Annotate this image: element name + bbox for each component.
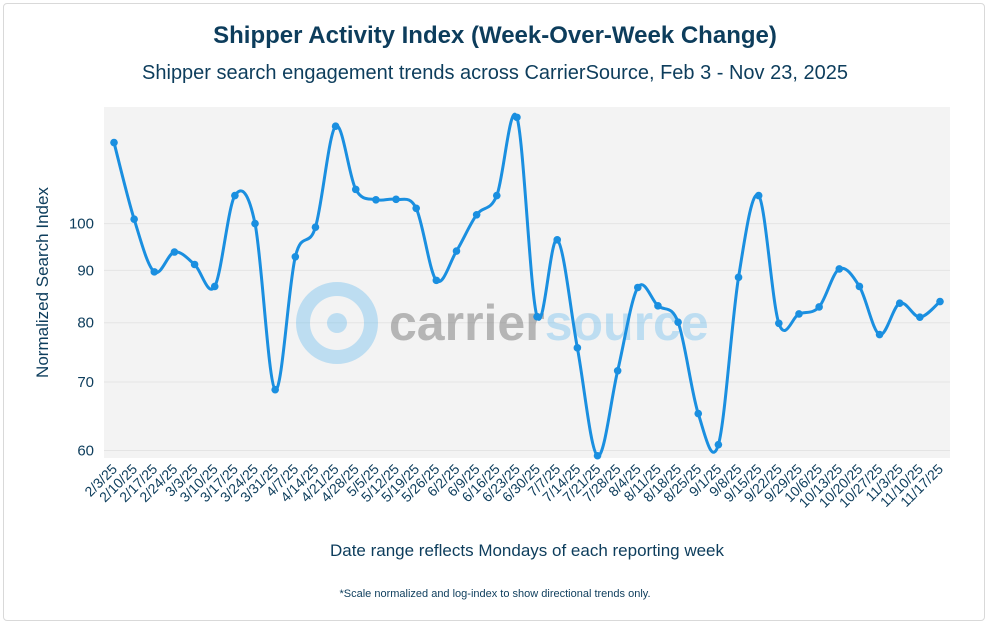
data-point — [291, 252, 300, 261]
data-point — [210, 282, 219, 291]
y-axis-label: Normalized Search Index — [33, 187, 52, 378]
data-point — [593, 451, 602, 460]
data-point — [392, 195, 400, 204]
y-tick-label: 80 — [77, 315, 94, 332]
data-point — [815, 303, 823, 311]
data-point — [775, 319, 783, 328]
data-point — [130, 215, 138, 223]
x-axis-label: Date range reflects Mondays of each repo… — [330, 541, 725, 560]
data-point — [875, 330, 884, 339]
data-point — [734, 273, 743, 282]
data-point — [271, 385, 279, 394]
y-axis-ticks: 60 70 80 90 100 — [69, 216, 94, 460]
y-tick-label: 70 — [77, 374, 94, 391]
data-point — [654, 302, 662, 310]
data-point — [936, 297, 944, 306]
data-point — [372, 195, 380, 204]
data-point — [150, 268, 159, 276]
plot-area — [104, 107, 950, 458]
data-point — [916, 313, 924, 321]
y-tick-label: 90 — [77, 262, 94, 279]
data-point — [895, 299, 904, 307]
data-point — [432, 276, 441, 285]
data-point — [694, 409, 703, 418]
y-tick-label: 100 — [69, 216, 94, 233]
chart-subtitle: Shipper search engagement trends across … — [142, 62, 848, 84]
data-point — [553, 236, 562, 244]
data-point — [513, 113, 521, 122]
watermark-logo-dot — [327, 313, 347, 333]
data-point — [251, 219, 259, 228]
data-point — [795, 310, 803, 318]
data-point — [351, 185, 360, 194]
data-point — [110, 138, 118, 147]
data-point — [835, 265, 844, 273]
data-point — [754, 191, 763, 200]
data-points — [110, 113, 944, 460]
watermark-logo-icon — [296, 282, 378, 364]
watermark-text-carrier: carrier — [389, 295, 545, 351]
data-point — [472, 210, 481, 219]
data-point — [331, 122, 340, 131]
data-point — [190, 260, 199, 269]
data-point — [412, 204, 420, 213]
chart-title: Shipper Activity Index (Week-Over-Week C… — [213, 22, 777, 49]
data-point — [613, 366, 622, 375]
data-point — [492, 191, 501, 200]
data-point — [674, 318, 682, 326]
data-point — [533, 312, 541, 321]
x-axis-ticks: 2/3/252/10/252/17/252/24/253/3/253/10/25… — [81, 461, 946, 511]
footnote: *Scale normalized and log-index to show … — [339, 588, 651, 600]
y-tick-label: 60 — [77, 443, 94, 460]
data-point — [170, 248, 179, 256]
data-point — [311, 223, 320, 231]
data-point — [714, 440, 723, 449]
data-point — [573, 344, 582, 352]
data-point — [231, 191, 239, 200]
data-point — [452, 247, 461, 255]
data-point — [855, 282, 864, 291]
data-point — [634, 283, 642, 292]
